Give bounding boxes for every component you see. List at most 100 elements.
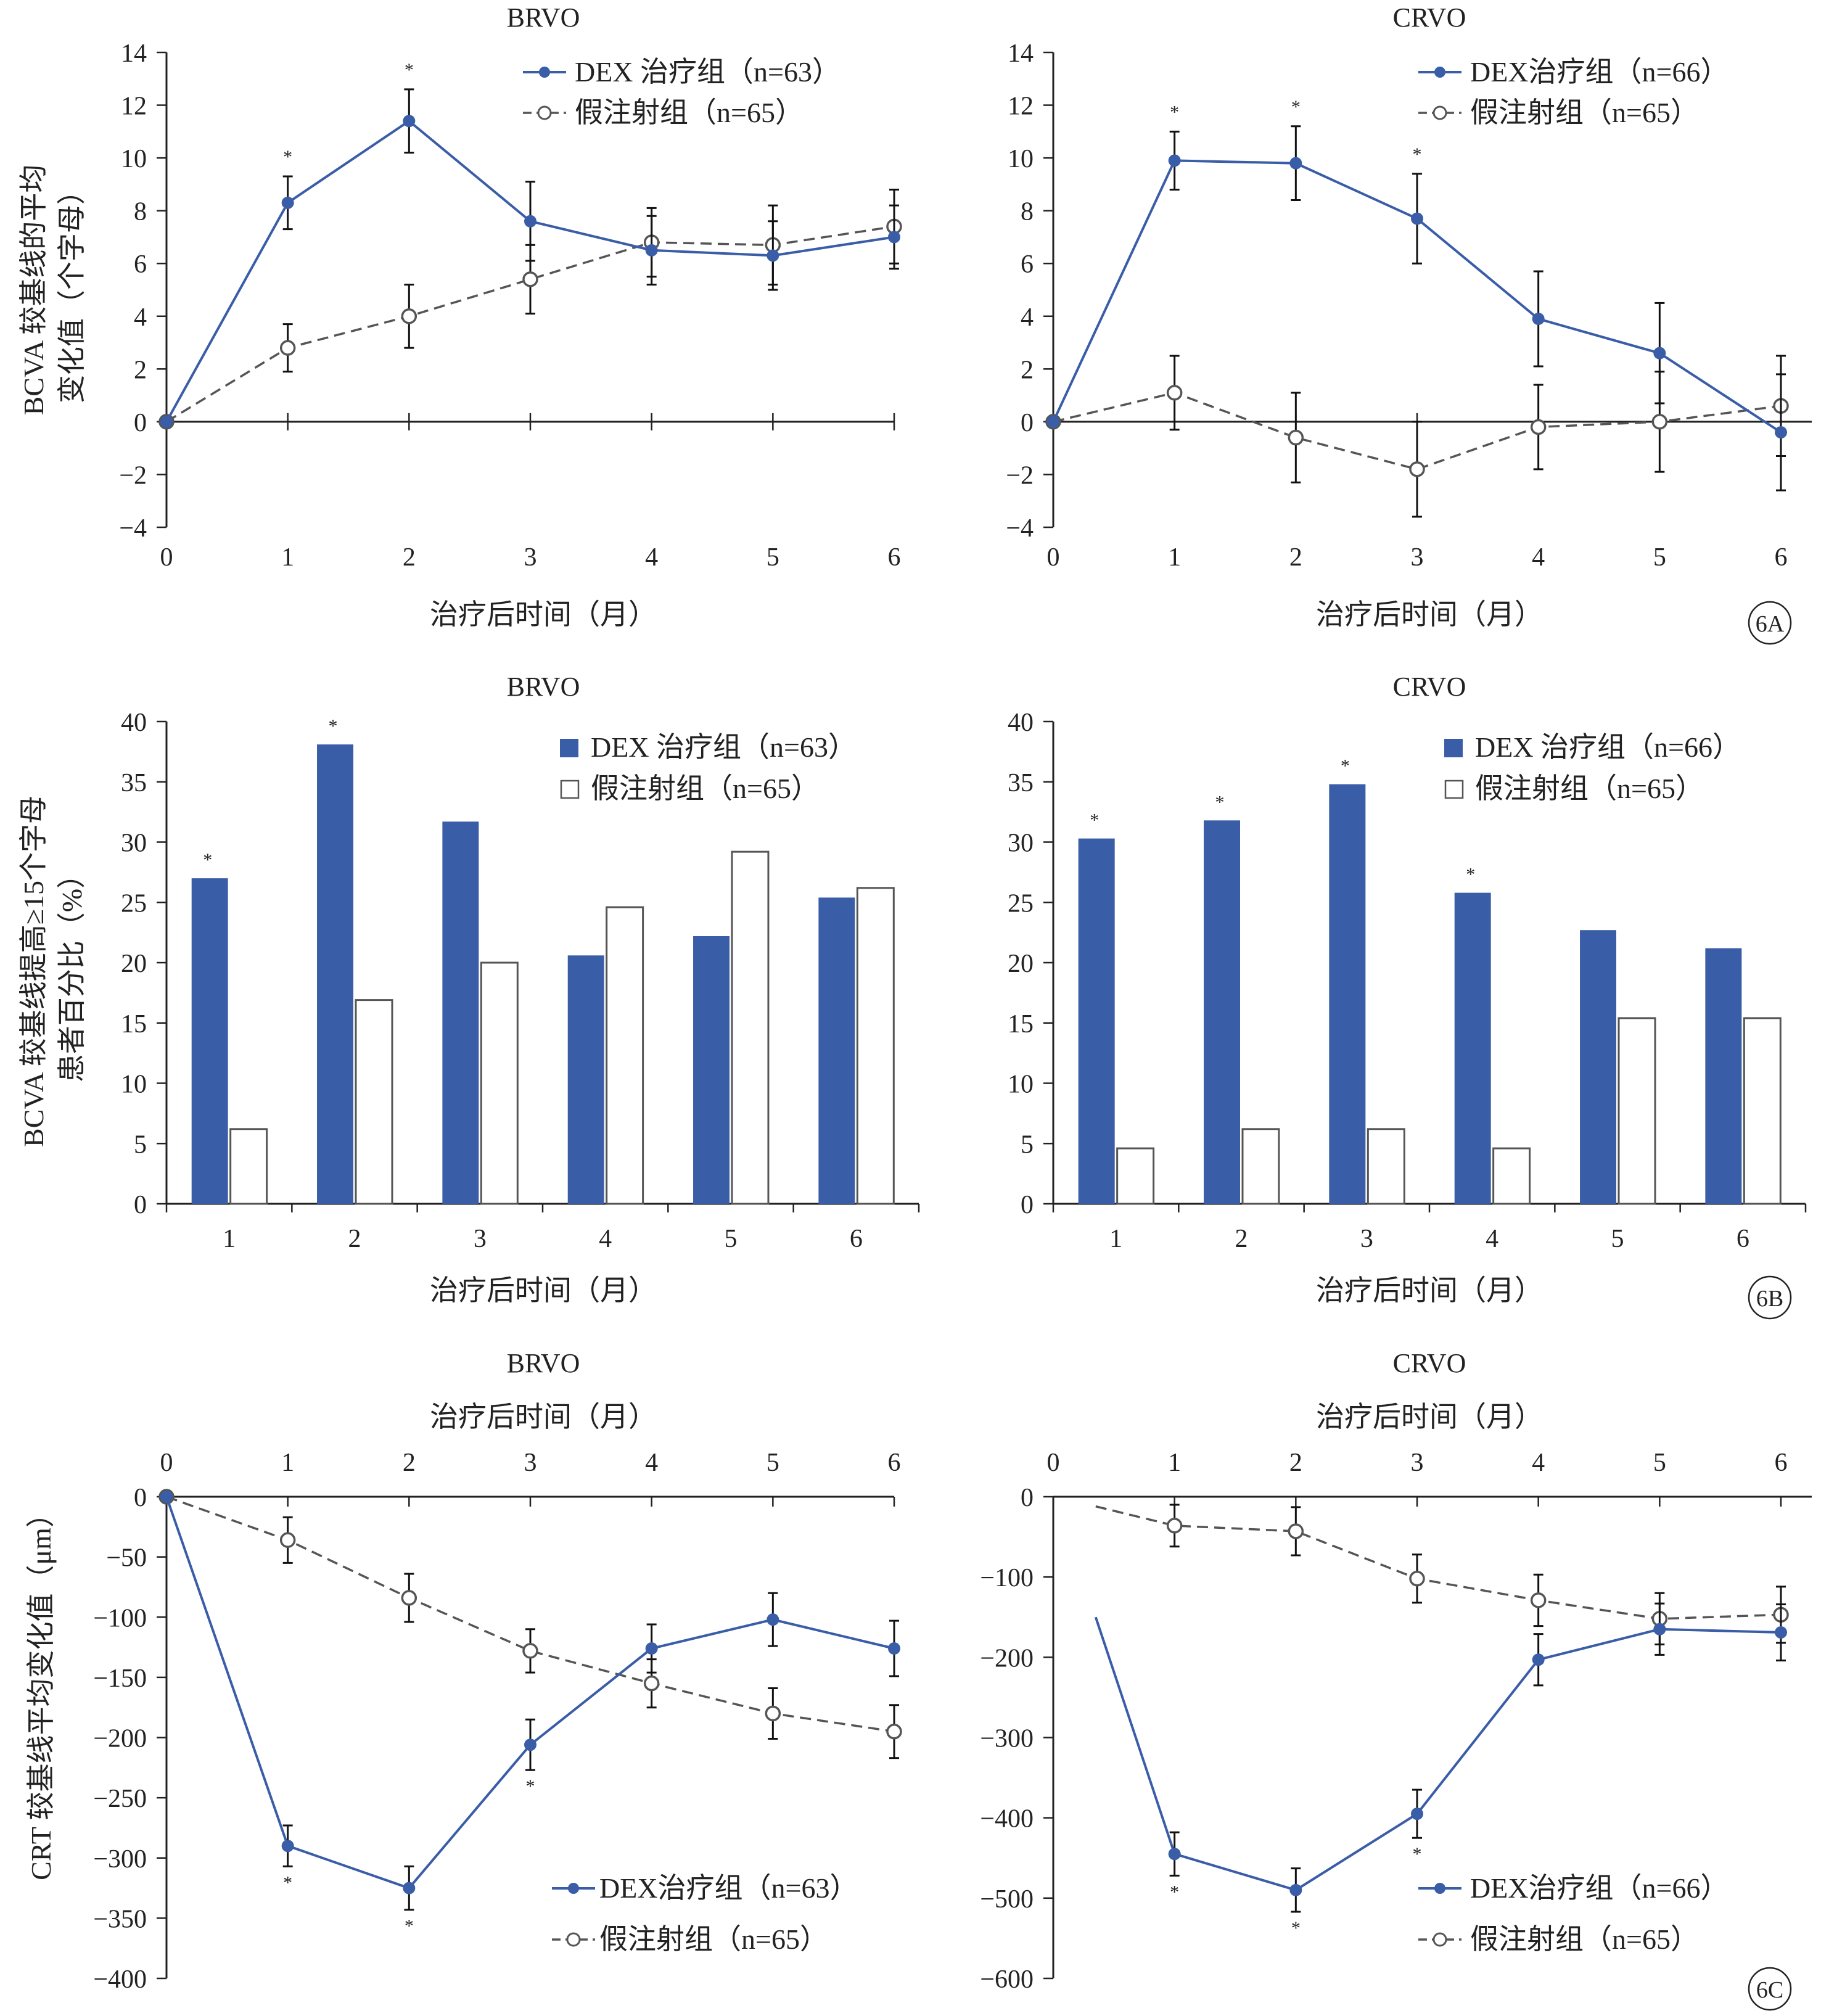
y-tick-label: 0: [134, 1484, 147, 1512]
y-tick-label: 6: [134, 250, 147, 279]
title-b-left: BRVO: [507, 672, 580, 702]
x-tick-label: 3: [524, 1449, 537, 1477]
y-tick-label: 30: [121, 829, 147, 858]
legend-a-left: DEX 治疗组（n=63） 假注射组（n=65）: [523, 56, 841, 128]
significance-marker: *: [329, 716, 338, 736]
significance-marker: *: [526, 1776, 535, 1796]
y-tick-label: 6: [1021, 250, 1034, 279]
legend-c-right: DEX治疗组（n=66） 假注射组（n=65）: [1418, 1872, 1729, 1955]
x-tick-label: 1: [1168, 543, 1181, 572]
legend-c-right-dex-label: DEX治疗组（n=66）: [1470, 1872, 1729, 1904]
bar-dex: [317, 744, 353, 1204]
legend-c-left-dex-label: DEX治疗组（n=63）: [599, 1872, 858, 1904]
data-point-dex: [160, 415, 173, 428]
chart-c_right: −600 −500 −400 −300 −200 −100 00 1 2 3 4 5 6 * * *: [980, 1449, 1812, 1994]
legend-b-left-dex-swatch: [560, 739, 578, 757]
x-label-c-right: 治疗后时间（月）: [1316, 1401, 1543, 1433]
y-label-b: BCVA 较基线提高≥15个字母 患者百分比（%）: [18, 796, 88, 1147]
data-point-dex: [767, 1613, 779, 1626]
x-tick-label: 0: [160, 543, 173, 572]
legend-b-left: DEX 治疗组（n=63） 假注射组（n=65）: [560, 731, 857, 804]
bar-sham: [1116, 1147, 1155, 1205]
data-point-sham: [765, 1705, 781, 1722]
x-label-b-right: 治疗后时间（月）: [1316, 1275, 1543, 1306]
y-label-b-line2: 患者百分比（%）: [56, 860, 88, 1082]
legend-c-left-dex-marker: [568, 1883, 579, 1894]
data-point-sham: [401, 308, 417, 324]
bar-dex: [818, 897, 855, 1204]
y-tick-label: 15: [1008, 1010, 1034, 1039]
y-tick-label: 10: [1008, 145, 1034, 173]
significance-marker: *: [405, 60, 414, 80]
y-tick-label: −100: [980, 1564, 1034, 1592]
significance-marker: *: [203, 850, 212, 870]
bar-sham: [1743, 1017, 1782, 1205]
data-point-sham: [643, 1675, 660, 1692]
figure-label-6c-text: 6C: [1756, 1977, 1783, 2003]
y-tick-label: 14: [1008, 39, 1034, 68]
figure-label-6b-circle: [1748, 1275, 1792, 1320]
title-a-right: CRVO: [1393, 2, 1466, 33]
y-label-b-line1: BCVA 较基线提高≥15个字母: [18, 796, 49, 1147]
x-tick-label: 6: [1775, 543, 1788, 572]
data-point-dex: [403, 115, 416, 128]
data-point-dex: [160, 1491, 173, 1503]
bar-sham: [606, 906, 644, 1205]
data-point-dex: [1532, 313, 1545, 326]
legend-a-right-sham-marker: [1433, 105, 1447, 120]
bar-dex: [191, 878, 228, 1204]
bar-sham: [1241, 1128, 1280, 1205]
series-line-dex: [1094, 1616, 1782, 1891]
x-tick-label: 2: [403, 1449, 416, 1477]
data-point-dex: [1168, 154, 1181, 167]
x-tick-label: 5: [1653, 543, 1666, 572]
significance-marker: *: [1413, 144, 1422, 165]
bar-dex: [1329, 784, 1366, 1204]
x-tick-label: 6: [1737, 1225, 1749, 1253]
data-point-dex: [645, 244, 658, 257]
significance-marker: *: [405, 1916, 414, 1936]
y-tick-label: 15: [121, 1010, 147, 1039]
y-tick-label: 20: [1008, 950, 1034, 978]
data-point-dex: [281, 196, 294, 209]
x-tick-label: 4: [645, 543, 658, 572]
figure-label-6a-text: 6A: [1756, 611, 1785, 637]
legend-a-right-dex-label: DEX治疗组（n=66）: [1470, 56, 1729, 88]
title-c-left: BRVO: [507, 1348, 580, 1378]
y-tick-label: 25: [1008, 889, 1034, 918]
x-tick-label: 2: [1235, 1225, 1248, 1253]
bar-sham: [856, 887, 895, 1205]
x-label-a-left: 治疗后时间（月）: [430, 599, 657, 630]
significance-marker: *: [1291, 97, 1301, 117]
data-point-dex: [1289, 1883, 1302, 1896]
legend-c-right-dex-marker: [1434, 1883, 1445, 1894]
x-tick-label: 2: [348, 1225, 361, 1253]
data-point-dex: [1289, 157, 1302, 170]
figure-label-6a-circle: [1748, 601, 1792, 645]
y-tick-label: −300: [980, 1725, 1034, 1753]
data-point-dex: [1653, 1623, 1666, 1635]
bar-dex: [1078, 838, 1115, 1204]
figure-label-6b: 6B: [1748, 1275, 1792, 1320]
significance-marker: *: [1215, 792, 1225, 812]
x-tick-label: 3: [1411, 543, 1424, 572]
data-point-dex: [1775, 1626, 1787, 1639]
data-point-sham: [401, 1590, 417, 1606]
data-point-dex: [1532, 1653, 1545, 1666]
data-point-sham: [1288, 429, 1304, 446]
legend-c-left: DEX治疗组（n=63） 假注射组（n=65）: [552, 1872, 858, 1955]
y-tick-label: −50: [106, 1544, 147, 1573]
y-tick-label: 20: [121, 950, 147, 978]
series-line-dex: [165, 1496, 895, 1890]
y-tick-label: 14: [121, 39, 147, 68]
y-tick-label: 5: [1021, 1130, 1034, 1159]
data-point-sham: [1288, 1523, 1304, 1539]
x-tick-label: 6: [1775, 1449, 1788, 1477]
x-tick-label: 2: [403, 543, 416, 572]
y-tick-label: −2: [119, 461, 147, 490]
y-tick-label: 0: [134, 1191, 147, 1219]
legend-c-right-sham-marker: [1433, 1932, 1447, 1947]
